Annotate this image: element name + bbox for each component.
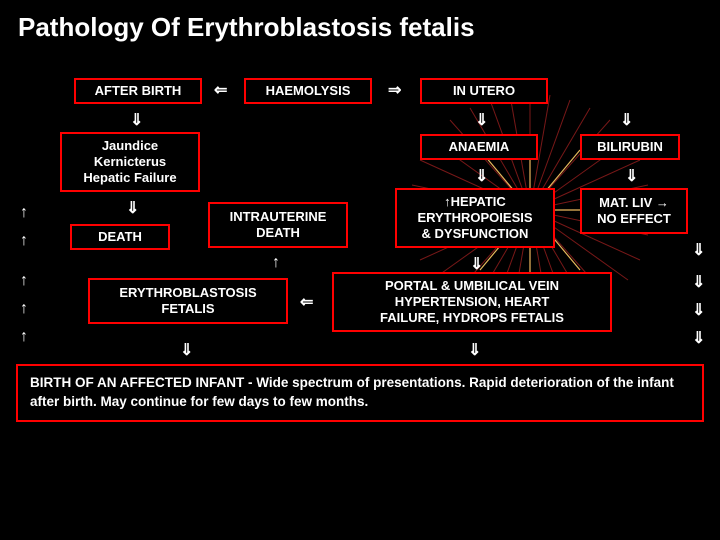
box-hepatic: ↑HEPATIC ERYTHROPOIESIS & DYSFUNCTION [395, 188, 555, 248]
arrow-left-2: ⇐ [300, 292, 313, 312]
arrow-down-b3: ⇓ [126, 198, 139, 218]
arrow-down-b2: ⇓ [625, 166, 638, 186]
arrow-down-r3: ⇓ [692, 300, 705, 320]
box-death: DEATH [70, 224, 170, 250]
box-mat-liv: MAT. LIV → NO EFFECT [580, 188, 688, 234]
slide-title: Pathology Of Erythroblastosis fetalis [0, 0, 720, 51]
arrow-up-l1: ↑ [20, 204, 28, 222]
arrow-up-l5: ↑ [20, 328, 28, 346]
arrow-down-c1: ⇓ [470, 254, 483, 274]
arrow-down-a1: ⇓ [130, 110, 143, 130]
arrow-up-center: ↑ [272, 254, 280, 272]
arrow-down-r4: ⇓ [692, 328, 705, 348]
box-after-birth: AFTER BIRTH [74, 78, 202, 104]
arrow-down-r2: ⇓ [692, 272, 705, 292]
diagram-canvas: AFTER BIRTH ⇐ HAEMOLYSIS ⇒ IN UTERO ⇓ ⇓ … [0, 54, 720, 540]
box-bottom: BIRTH OF AN AFFECTED INFANT - Wide spect… [16, 364, 704, 422]
arrow-down-b1: ⇓ [475, 166, 488, 186]
box-bilirubin: BILIRUBIN [580, 134, 680, 160]
arrow-up-l2: ↑ [20, 232, 28, 250]
box-haemolysis: HAEMOLYSIS [244, 78, 372, 104]
arrow-down-r1: ⇓ [692, 240, 705, 260]
box-jaundice: Jaundice Kernicterus Hepatic Failure [60, 132, 200, 192]
arrow-right-1: ⇒ [388, 80, 401, 100]
arrow-down-a2: ⇓ [475, 110, 488, 130]
box-intrauterine-death: INTRAUTERINE DEATH [208, 202, 348, 248]
arrow-left-1: ⇐ [214, 80, 227, 100]
arrow-down-d2: ⇓ [468, 340, 481, 360]
arrow-down-d1: ⇓ [180, 340, 193, 360]
box-anaemia: ANAEMIA [420, 134, 538, 160]
box-eb-fetalis: ERYTHROBLASTOSIS FETALIS [88, 278, 288, 324]
box-in-utero: IN UTERO [420, 78, 548, 104]
box-portal: PORTAL & UMBILICAL VEIN HYPERTENSION, HE… [332, 272, 612, 332]
arrow-up-l3: ↑ [20, 272, 28, 290]
arrow-up-l4: ↑ [20, 300, 28, 318]
arrow-down-a3: ⇓ [620, 110, 633, 130]
